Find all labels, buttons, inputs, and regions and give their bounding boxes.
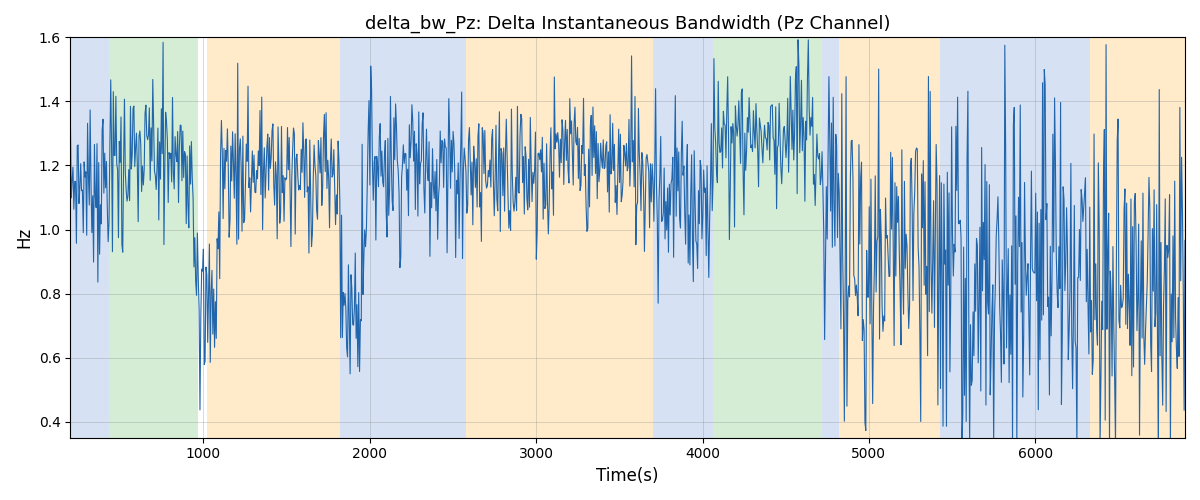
Bar xyxy=(839,38,941,438)
Bar xyxy=(467,38,653,438)
Title: delta_bw_Pz: Delta Instantaneous Bandwidth (Pz Channel): delta_bw_Pz: Delta Instantaneous Bandwid… xyxy=(365,15,890,34)
Y-axis label: Hz: Hz xyxy=(14,227,32,248)
X-axis label: Time(s): Time(s) xyxy=(596,467,659,485)
Bar xyxy=(822,38,839,438)
Bar xyxy=(941,38,1090,438)
Bar xyxy=(109,38,198,438)
Bar xyxy=(71,38,109,438)
Bar xyxy=(1090,38,1186,438)
Bar xyxy=(713,38,822,438)
Bar xyxy=(653,38,713,438)
Bar xyxy=(340,38,467,438)
Bar xyxy=(206,38,340,438)
